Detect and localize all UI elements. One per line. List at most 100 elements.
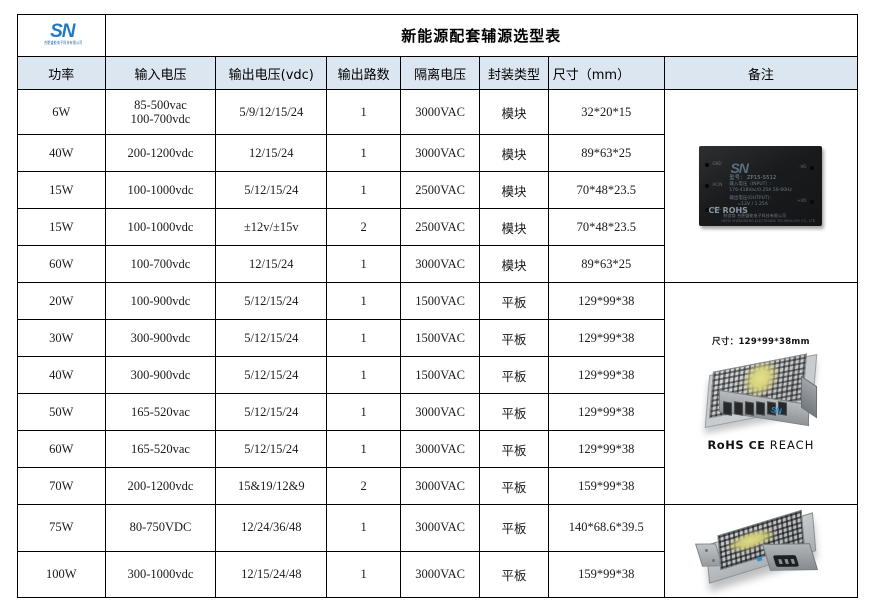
iec-pin-3: [790, 558, 796, 564]
table-row: 70W 200-1200vdc 15&19/12&9 2 3000VAC 平板 …: [17, 467, 858, 505]
cell-dimensions: 70*48*23.5: [547, 171, 665, 209]
cell-isolation-voltage: 3000VAC: [400, 134, 481, 172]
col-header-output-channels: 输出路数: [326, 56, 402, 90]
table-row: 60W 100-700vdc 12/15/24 1 3000VAC 模块 89*…: [17, 245, 858, 283]
cell-input-voltage: 100-1000vdc: [104, 171, 217, 209]
col-header-remarks: 备注: [663, 56, 859, 90]
cell-power: 15W: [17, 171, 106, 209]
title-row: SN 合肥盛能电子科技有限公司 新能源配套辅源选型表: [17, 14, 859, 57]
slim-psu-screw-1: [704, 549, 708, 552]
cell-power: 70W: [17, 467, 106, 505]
module-input-label: 输入电压（INPUT）:: [729, 182, 772, 187]
cell-power: 60W: [17, 430, 106, 468]
logo-sn-mark: SN: [50, 21, 75, 42]
module-company-label: 制造商 合肥盛能电子科技有限公司: [723, 213, 787, 218]
cell-package-type: 平板: [479, 430, 549, 468]
cell-dimensions: 140*68.6*39.5: [547, 504, 665, 552]
cell-output-channels: 1: [326, 393, 402, 431]
cell-isolation-voltage: 1500VAC: [400, 319, 481, 357]
cell-package-type: 模块: [479, 134, 549, 172]
cell-output-channels: 2: [326, 467, 402, 505]
input-voltage-line-1: 85-500vac: [134, 98, 187, 112]
table-row: 100W 300-1000vdc 12/15/24/48 1 3000VAC 平…: [17, 550, 858, 598]
remark-flat-psu-photo-cell: 尺寸：129*99*38mm SN: [663, 282, 859, 505]
module-company-en: HEFEI SHENGNENG ELECTRONIC TECHNOLOGY CO…: [721, 219, 816, 223]
table-row: 60W 165-520vac 5/12/15/24 1 3000VAC 平板 1…: [17, 430, 858, 468]
flat-psu-photo: 尺寸：129*99*38mm SN: [665, 283, 857, 504]
slim-psu-screw-2: [711, 559, 715, 562]
cell-dimensions: 159*99*38: [547, 550, 665, 598]
input-voltage-line-2: 100-700vdc: [130, 112, 191, 126]
remark-slim-psu-photo-cell: [663, 504, 859, 598]
table-row: 40W 300-900vdc 5/12/15/24 1 1500VAC 平板 1…: [17, 356, 858, 394]
company-logo: SN 合肥盛能电子科技有限公司: [40, 22, 82, 46]
col-header-output-voltage: 输出电压(vdc): [215, 56, 328, 90]
cell-package-type: 平板: [479, 504, 549, 552]
cell-dimensions: 159*99*38: [547, 467, 665, 505]
cell-power: 100W: [17, 550, 106, 598]
cell-power: 40W: [17, 356, 106, 394]
psu-brand-mark: SN: [770, 405, 782, 416]
cell-package-type: 平板: [479, 550, 549, 598]
cell-output-voltage: 15&19/12&9: [215, 467, 328, 505]
cell-input-voltage: 100-900vdc: [104, 282, 217, 320]
cell-isolation-voltage: 3000VAC: [400, 89, 481, 135]
slim-psu-photo: [665, 505, 857, 597]
cell-isolation-voltage: 3000VAC: [400, 430, 481, 468]
table-row: 15W 100-1000vdc ±12v/±15v 2 2500VAC 模块 7…: [17, 208, 858, 246]
col-header-power: 功率: [17, 56, 106, 90]
spec-table: SN 合肥盛能电子科技有限公司 新能源配套辅源选型表 功率 输入电压 输出电压(…: [17, 14, 859, 598]
cell-dimensions: 129*99*38: [547, 282, 665, 320]
module-pin-acl-label: AC/L: [712, 206, 722, 211]
cell-output-channels: 1: [326, 430, 402, 468]
table-row: 15W 100-1000vdc 5/12/15/24 1 2500VAC 模块 …: [17, 171, 858, 209]
flat-psu-device-image: SN: [697, 353, 825, 429]
cell-isolation-voltage: 1500VAC: [400, 282, 481, 320]
cell-dimensions: 32*20*15: [547, 89, 665, 135]
cell-input-voltage: 100-700vdc: [104, 245, 217, 283]
page-title: 新能源配套辅源选型表: [104, 14, 859, 57]
cert-ce-icon: CE: [748, 439, 766, 452]
cell-dimensions: 129*99*38: [547, 393, 665, 431]
module-pin-vplus-dot: [810, 200, 815, 204]
cell-output-channels: 1: [326, 245, 402, 283]
cell-output-voltage: 5/12/15/24: [215, 171, 328, 209]
cell-package-type: 平板: [479, 393, 549, 431]
cell-isolation-voltage: 2500VAC: [400, 208, 481, 246]
module-cert-mark: CE ROHS: [708, 206, 748, 215]
cell-output-channels: 1: [326, 319, 402, 357]
psu-terminal-4: [755, 401, 765, 416]
cell-output-voltage: 12/15/24: [215, 245, 328, 283]
table-row: 75W 80-750VDC 12/24/36/48 1 3000VAC 平板 1…: [17, 504, 859, 598]
cell-output-voltage: 5/12/15/24: [215, 282, 328, 320]
cell-power: 75W: [17, 504, 106, 552]
company-logo-cell: SN 合肥盛能电子科技有限公司: [17, 14, 106, 57]
module-pin-vo-label: -VO: [799, 164, 807, 169]
cell-output-voltage: 5/12/15/24: [215, 319, 328, 357]
remark-module-photo-cell: GND AC/N AC/L -VO +VO SN 型号： ZP15-S512 输…: [663, 89, 859, 283]
col-header-dimensions: 尺寸（mm）: [547, 56, 665, 90]
module-pin-gnd-dot: [705, 163, 710, 167]
cell-package-type: 平板: [479, 467, 549, 505]
cell-package-type: 平板: [479, 282, 549, 320]
cell-input-voltage: 200-1200vdc: [104, 134, 217, 172]
module-output-label: 输出电压(OUTPUT):: [729, 196, 772, 201]
module-pin-acn-label: AC/N: [712, 182, 723, 187]
cell-output-voltage: 12/15/24: [215, 134, 328, 172]
col-header-package-type: 封装类型: [479, 56, 549, 90]
cell-power: 30W: [17, 319, 106, 357]
col-header-input-voltage: 输入电压: [104, 56, 217, 90]
module-input-value: 176-418Vac/0.25A 50-60Hz: [729, 188, 792, 193]
cell-isolation-voltage: 3000VAC: [400, 550, 481, 598]
cell-power: 20W: [17, 282, 106, 320]
cell-output-channels: 1: [326, 504, 402, 552]
iec-pin-1: [778, 559, 783, 564]
col-header-isolation-voltage: 隔离电压: [400, 56, 481, 90]
module-model-label: 型号： ZP15-S512: [729, 175, 777, 181]
cell-dimensions: 89*63*25: [547, 134, 665, 172]
module-photo: GND AC/N AC/L -VO +VO SN 型号： ZP15-S512 输…: [665, 90, 857, 282]
slim-psu-iec-inlet: [772, 555, 800, 567]
cell-output-channels: 1: [326, 134, 402, 172]
cell-power: 15W: [17, 208, 106, 246]
